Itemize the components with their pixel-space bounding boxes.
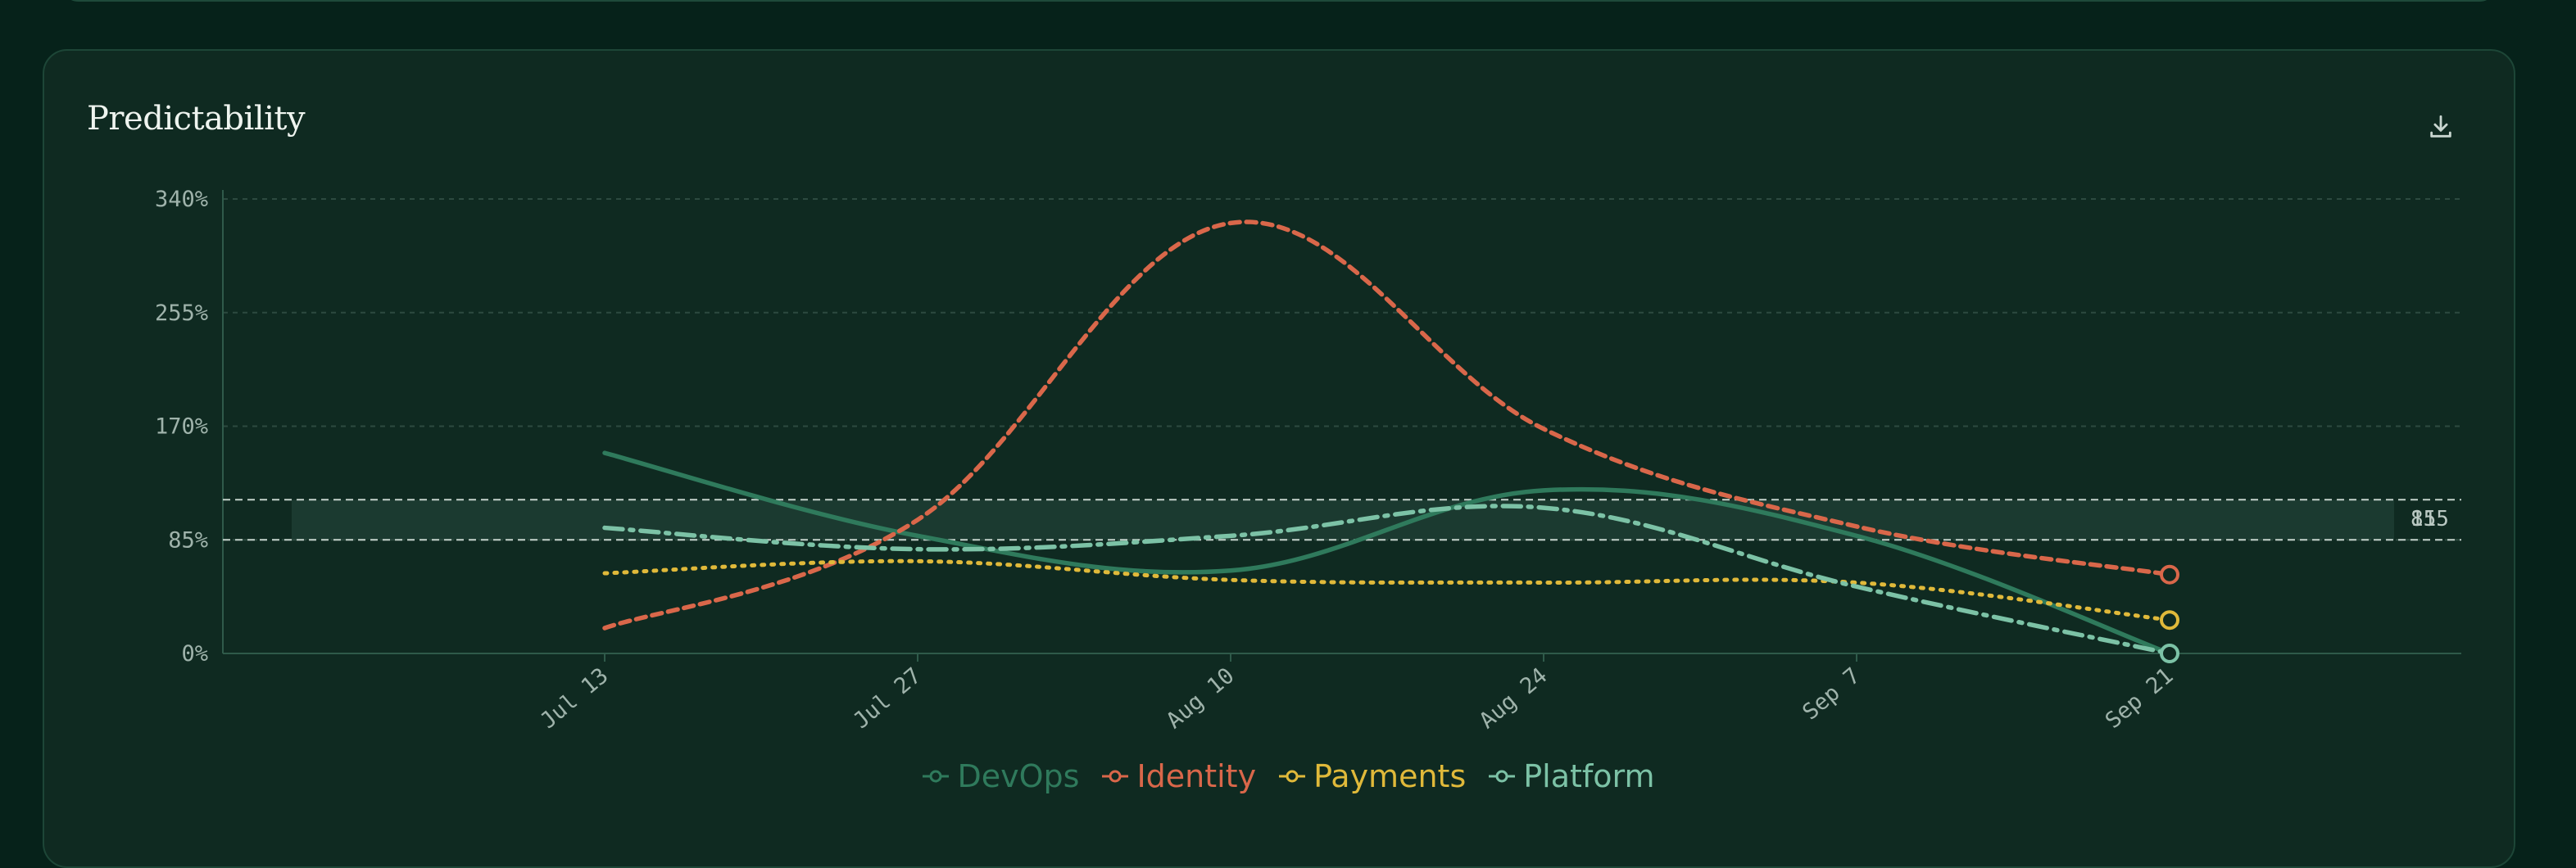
legend-marker-icon bbox=[923, 770, 950, 783]
legend-item-devops[interactable]: DevOps bbox=[921, 758, 1079, 794]
x-tick-label: Aug 24 bbox=[1475, 663, 1553, 734]
legend-item-identity[interactable]: Identity bbox=[1100, 758, 1256, 794]
download-icon bbox=[2430, 115, 2451, 138]
legend-label: Identity bbox=[1136, 758, 1257, 794]
series-line-identity bbox=[602, 219, 2172, 631]
download-button[interactable] bbox=[2422, 108, 2460, 146]
x-tick-label: Jul 13 bbox=[536, 663, 614, 734]
series-end-marker-payments bbox=[2160, 610, 2179, 631]
y-tick-label: 170% bbox=[155, 414, 208, 440]
legend-item-payments[interactable]: Payments bbox=[1277, 758, 1466, 794]
legend-label: Payments bbox=[1313, 758, 1467, 794]
legend-marker-icon bbox=[1279, 770, 1306, 783]
series-line-devops bbox=[602, 450, 2172, 656]
y-tick-label: 340% bbox=[155, 187, 208, 212]
legend-item-platform[interactable]: Platform bbox=[1487, 758, 1655, 794]
reference-line-label: 115 bbox=[2410, 507, 2449, 531]
chart-legend: DevOps Identity Payments Platform bbox=[0, 753, 2576, 799]
x-tick-label: Jul 27 bbox=[849, 663, 927, 734]
y-tick-label: 85% bbox=[168, 527, 208, 553]
chart-plot: 0% 85% 170% 255% 340% Jul 13 Jul 27 Aug 10 Aug 2… bbox=[155, 187, 2461, 734]
legend-label: DevOps bbox=[957, 758, 1080, 794]
series-line-payments bbox=[602, 558, 2172, 622]
legend-marker-icon bbox=[1489, 770, 1516, 783]
y-tick-label: 0% bbox=[181, 641, 208, 667]
x-tick-label: Sep 21 bbox=[2101, 663, 2179, 734]
reference-line-label: 85 bbox=[2410, 507, 2436, 531]
x-tick-label: Aug 10 bbox=[1162, 663, 1240, 734]
legend-marker-icon bbox=[1102, 770, 1129, 783]
series-end-marker-platform bbox=[2160, 644, 2179, 663]
legend-label: Platform bbox=[1523, 758, 1655, 794]
x-tick-label: Sep 7 bbox=[1798, 663, 1865, 726]
series-line-platform bbox=[602, 504, 2172, 656]
series-end-marker-identity bbox=[2160, 564, 2179, 585]
card-title: Predictability bbox=[87, 100, 306, 138]
reference-band bbox=[292, 500, 2394, 540]
y-tick-label: 255% bbox=[155, 301, 208, 326]
